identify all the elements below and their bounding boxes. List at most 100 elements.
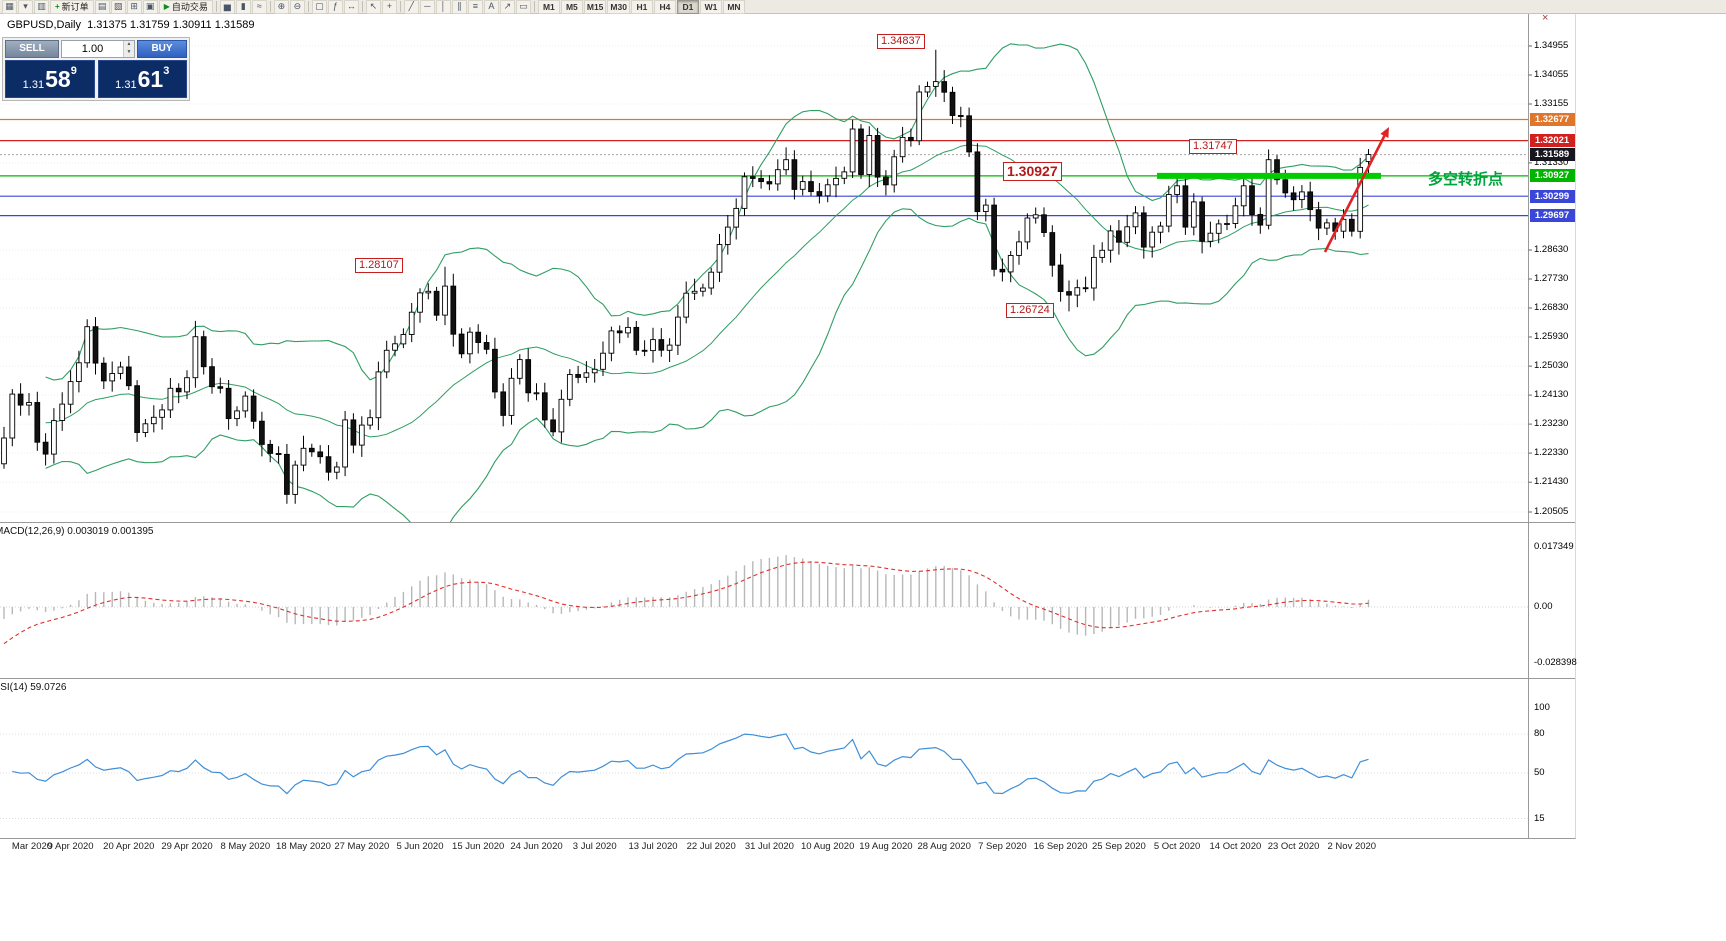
rsi-scale-label: 80: [1534, 728, 1545, 739]
chart-list-dropdown-icon[interactable]: ▾: [18, 0, 33, 14]
indicators-icon[interactable]: ƒ: [327, 0, 343, 14]
date-tick-label: Mar 2020: [11, 841, 53, 852]
bar-chart-icon[interactable]: ▅: [219, 0, 235, 14]
bollinger-bands: [45, 43, 1369, 522]
date-tick-label: 23 Oct 2020: [1267, 841, 1320, 852]
lot-size-value[interactable]: 1.00: [81, 43, 104, 55]
price-tag: 1.32021: [1529, 134, 1575, 148]
lot-stepper[interactable]: ▲ ▼: [123, 41, 134, 57]
date-tick-label: 16 Sep 2020: [1033, 841, 1088, 852]
timeframe-button-w1[interactable]: W1: [699, 0, 722, 14]
date-tick-label: 22 Jul 2020: [686, 841, 736, 852]
rsi-scale-label: 15: [1534, 812, 1545, 824]
price-tick-label: 1.33155: [1534, 98, 1569, 109]
horizontal-line-icon[interactable]: ─: [419, 0, 435, 14]
fibonacci-icon[interactable]: ≡: [467, 0, 483, 14]
line-chart-icon[interactable]: ≈: [251, 0, 267, 14]
note-label-object[interactable]: 多空转折点: [1428, 171, 1504, 188]
toolbar: ▦ ▾ ▥ + 新订单 ▤ ▧ ⊞ ▣ ▶ 自动交易 ▅ ▮ ≈ ⊕ ⊖ ▢ ƒ ↔ ↖ + ╱ ─ │ ∥ ≡ A ↗ ▭ M1 M5 M1…: [0, 0, 1726, 14]
price-tag: 1.30927: [1529, 169, 1575, 183]
date-tick-label: 7 Sep 2020: [978, 841, 1027, 852]
price-label-object[interactable]: 1.34837: [877, 34, 925, 49]
shapes-icon[interactable]: ▭: [515, 0, 531, 14]
price-tick-label: 1.25930: [1534, 331, 1569, 342]
date-tick-label: 8 May 2020: [220, 841, 271, 852]
timeframe-button-m5[interactable]: M5: [560, 0, 583, 14]
cursor-icon[interactable]: ↖: [365, 0, 381, 14]
crosshair-icon[interactable]: +: [381, 0, 397, 14]
price-tick-label: 1.28630: [1534, 244, 1569, 255]
price-tick-label: 1.31330: [1534, 156, 1569, 168]
date-tick-label: 5 Jun 2020: [396, 841, 444, 852]
price-tag: 1.30299: [1529, 189, 1575, 203]
price-tick-label: 1.34055: [1534, 69, 1569, 80]
tile-windows-icon[interactable]: ▢: [311, 0, 327, 14]
timeframe-button-h1[interactable]: H1: [630, 0, 653, 14]
price-tick-label: 1.27730: [1534, 273, 1569, 284]
candlestick-chart-icon[interactable]: ▮: [235, 0, 251, 14]
timeframe-button-mn[interactable]: MN: [722, 0, 745, 14]
timeframe-button-h4[interactable]: H4: [653, 0, 676, 14]
sell-price-sup: 9: [70, 65, 77, 77]
bid-price-tag: 1.31589: [1529, 148, 1575, 162]
new-chart-icon[interactable]: ▦: [2, 0, 17, 14]
rsi-indicator: [0, 733, 1528, 819]
price-tick-label: 1.21430: [1534, 476, 1569, 488]
date-tick-label: 27 May 2020: [334, 841, 390, 852]
lot-step-up-icon[interactable]: ▲: [124, 41, 134, 49]
buy-price-box[interactable]: 1.31 61 3: [97, 60, 187, 98]
zoom-out-icon[interactable]: ⊖: [289, 0, 305, 14]
lot-step-down-icon[interactable]: ▼: [124, 49, 134, 57]
auto-trading-play-icon: ▶: [163, 2, 170, 11]
rsi-scale-label: 100: [1534, 702, 1550, 713]
timeframe-button-m30[interactable]: M30: [607, 0, 630, 14]
vertical-line-icon[interactable]: │: [435, 0, 451, 14]
sell-price-box[interactable]: 1.31 58 9: [5, 60, 95, 98]
timeframe-button-m15[interactable]: M15: [583, 0, 607, 14]
price-label-object[interactable]: 1.28107: [355, 258, 403, 273]
data-window-icon[interactable]: ▧: [110, 0, 126, 14]
sell-price-big: 58: [45, 66, 71, 92]
timeframe-button-d1[interactable]: D1: [676, 0, 699, 14]
price-tick-label: 1.25030: [1534, 360, 1569, 372]
chart-title-ohlc: GBPUSD,Daily 1.31375 1.31759 1.30911 1.3…: [7, 19, 255, 31]
new-order-button[interactable]: + 新订单: [50, 0, 94, 14]
date-tick-label: 18 May 2020: [276, 841, 331, 852]
toolbar-separator: [215, 1, 217, 12]
market-watch-icon[interactable]: ▤: [94, 0, 110, 14]
buy-button[interactable]: BUY: [137, 40, 187, 58]
trend-arrow-object[interactable]: [1323, 127, 1389, 253]
scale-tick-marks: [1528, 45, 1532, 513]
auto-trading-button[interactable]: ▶ 自动交易: [158, 0, 213, 14]
date-tick-label: 13 Jul 2020: [628, 841, 678, 852]
price-tick-label: 1.24130: [1534, 389, 1569, 401]
navigator-icon[interactable]: ⊞: [126, 0, 142, 14]
arrow-tool-icon[interactable]: ↗: [499, 0, 515, 14]
zoom-in-icon[interactable]: ⊕: [273, 0, 289, 14]
chart-shift-icon[interactable]: ↔: [343, 0, 359, 14]
date-tick-label: 29 Apr 2020: [161, 841, 213, 852]
price-label-object[interactable]: 1.26724: [1006, 303, 1054, 318]
price-tick-label: 1.23230: [1534, 418, 1569, 430]
macd-scale-label: 0.017349: [1534, 541, 1574, 552]
toolbar-separator: [533, 1, 535, 12]
terminal-icon[interactable]: ▣: [142, 0, 158, 14]
price-tag: 1.32677: [1529, 113, 1575, 126]
trendline-icon[interactable]: ╱: [403, 0, 419, 14]
price-label-object[interactable]: 1.30927: [1003, 162, 1062, 181]
date-tick-label: 5 Oct 2020: [1153, 841, 1201, 852]
price-label-object[interactable]: 1.31747: [1189, 139, 1237, 154]
text-tool-icon[interactable]: A: [483, 0, 499, 14]
channel-icon[interactable]: ∥: [451, 0, 467, 14]
close-chart-icon[interactable]: ×: [1542, 12, 1549, 24]
buy-price-main: 1.31: [115, 79, 137, 91]
sell-button[interactable]: SELL: [5, 40, 59, 58]
timeframe-button-m1[interactable]: M1: [537, 0, 560, 14]
lot-size-input[interactable]: 1.00 ▲ ▼: [61, 40, 135, 58]
date-tick-label: 2 Nov 2020: [1327, 841, 1377, 852]
date-tick-label: 25 Sep 2020: [1091, 841, 1146, 852]
date-tick-label: 28 Aug 2020: [917, 841, 971, 852]
profiles-icon[interactable]: ▥: [34, 0, 49, 14]
